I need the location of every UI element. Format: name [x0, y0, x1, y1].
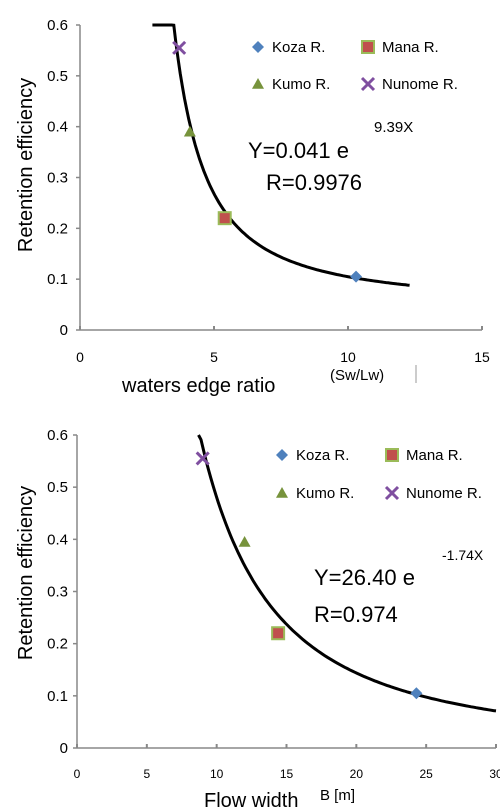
legend-label: Kumo R. [296, 485, 354, 502]
legend-marker [252, 78, 264, 89]
data-point [238, 535, 251, 547]
legend-label: Koza R. [272, 39, 325, 56]
x-tick-label: 0 [76, 349, 84, 365]
legend-label: Nunome R. [382, 76, 458, 93]
legend-label: Koza R. [296, 447, 349, 464]
legend-label: Mana R. [382, 39, 439, 56]
legend-label: Kumo R. [272, 76, 330, 93]
y-tick-label: 0.1 [47, 688, 68, 705]
x-tick-label: 15 [280, 767, 294, 781]
legend: Koza R. Mana R. Kumo R. Nunome R. [276, 447, 482, 502]
y-tick-label: 0.4 [47, 119, 68, 136]
y-axis-title: Retention efficiency [15, 486, 37, 660]
data-points [195, 451, 423, 700]
y-tick-label: 0 [60, 322, 68, 339]
y-tick-label: 0.6 [47, 427, 68, 444]
data-point [410, 687, 423, 700]
legend-label: Mana R. [406, 447, 463, 464]
y-tick-label: 0.6 [47, 17, 68, 34]
fit-equation-exponent: -1.74X [442, 547, 484, 563]
x-axis-unit: B [m] [320, 787, 355, 804]
y-tick-label: 0.4 [47, 531, 68, 548]
data-point [350, 270, 363, 283]
x-tick-label: 15 [474, 349, 490, 365]
legend-marker [384, 485, 400, 501]
fit-r-value: R=0.9976 [266, 170, 362, 195]
fit-curve-line [152, 23, 410, 287]
legend-marker [361, 40, 375, 54]
y-tick-label: 0.2 [47, 220, 68, 237]
x-tick-label: 25 [419, 767, 433, 781]
y-tick-label: 0.5 [47, 68, 68, 85]
y-tick-label: 0.3 [47, 170, 68, 187]
y-tick-label: 0.5 [47, 479, 68, 496]
x-tick-label: 10 [210, 767, 224, 781]
fit-equation: Y=26.40 e [314, 565, 415, 590]
x-tick-label: 30 [489, 767, 500, 781]
fit-equation: Y=0.041 e [248, 138, 349, 163]
x-tick-label: 20 [350, 767, 364, 781]
data-point [172, 40, 187, 55]
data-point [271, 626, 286, 641]
legend-marker [385, 448, 399, 462]
fit-curve-line [197, 434, 497, 713]
y-tick-label: 0.2 [47, 636, 68, 653]
x-tick-label: 10 [340, 349, 356, 365]
data-point [217, 211, 232, 226]
legend-marker [276, 449, 288, 461]
fit-curve [197, 434, 497, 713]
legend-label: Nunome R. [406, 485, 482, 502]
y-axis-title: Retention efficiency [15, 78, 37, 252]
fit-r-value: R=0.974 [314, 602, 398, 627]
data-point [195, 451, 210, 466]
x-tick-label: 0 [74, 767, 81, 781]
axes: 0 0.1 0.2 0.3 0.4 0.5 0.6 0 5 10 15 20 25 30 [47, 427, 500, 781]
chart-top: Retention efficiency waters edge ratio (… [15, 17, 490, 397]
data-point [183, 125, 196, 137]
y-tick-label: 0.1 [47, 271, 68, 288]
legend-marker [252, 41, 264, 53]
fit-curve [152, 23, 410, 287]
data-points [172, 40, 363, 283]
legend: Koza R. Mana R. Kumo R. Nunome R. [252, 39, 458, 93]
x-axis-unit: (Sw/Lw) [330, 367, 384, 384]
chart-bottom: Retention efficiency Flow width B [m] Y=… [15, 427, 500, 811]
x-tick-label: 5 [143, 767, 150, 781]
x-axis-title: waters edge ratio [121, 375, 275, 397]
y-tick-label: 0.3 [47, 584, 68, 601]
fit-equation-exponent: 9.39X [374, 119, 413, 136]
x-tick-label: 5 [210, 349, 218, 365]
legend-marker [276, 487, 288, 498]
y-tick-label: 0 [60, 740, 68, 757]
legend-marker [360, 76, 376, 92]
x-axis-title: Flow width [204, 790, 298, 811]
axes: 0 0.1 0.2 0.3 0.4 0.5 0.6 0 5 10 15 [47, 17, 490, 365]
